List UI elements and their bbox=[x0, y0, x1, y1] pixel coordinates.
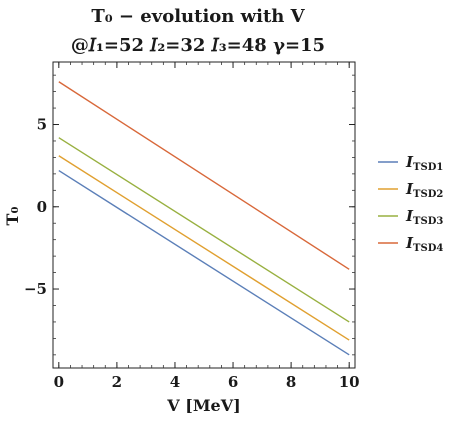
x-tick-label: 6 bbox=[228, 373, 238, 391]
x-axis-label: V [MeV] bbox=[166, 396, 240, 415]
legend-label-tsd1: ITSD1 bbox=[405, 153, 443, 173]
series-lines bbox=[58, 81, 350, 356]
series-line-tsd1 bbox=[58, 169, 350, 356]
series-line-tsd2 bbox=[58, 155, 350, 341]
series-line-tsd3 bbox=[58, 137, 350, 323]
x-tick-label: 2 bbox=[112, 373, 122, 391]
y-tick-label: −5 bbox=[24, 280, 47, 298]
tick-labels: 0 2 4 6 8 10 −5 0 5 bbox=[24, 116, 360, 391]
major-ticks bbox=[53, 62, 355, 368]
plot-frame bbox=[52, 61, 356, 369]
legend-label-tsd4: ITSD4 bbox=[405, 234, 443, 254]
y-tick-label: 0 bbox=[37, 198, 47, 216]
chart-title-line1: T₀ − evolution with V bbox=[91, 6, 305, 27]
x-tick-label: 8 bbox=[286, 373, 296, 391]
legend-label-tsd3: ITSD3 bbox=[405, 207, 443, 227]
x-tick-label: 10 bbox=[339, 373, 360, 391]
legend-label-tsd2: ITSD2 bbox=[405, 180, 443, 200]
x-tick-label: 0 bbox=[54, 373, 64, 391]
y-tick-label: 5 bbox=[37, 116, 47, 134]
chart-title-line2: @𝐼₁=52 𝐼₂=32 𝐼₃=48 γ=15 bbox=[71, 35, 325, 56]
y-axis-label: T₀ bbox=[3, 207, 22, 226]
series-line-tsd4 bbox=[58, 81, 350, 270]
legend: ITSD1 ITSD2 ITSD3 ITSD4 bbox=[378, 153, 443, 254]
x-tick-label: 4 bbox=[170, 373, 180, 391]
